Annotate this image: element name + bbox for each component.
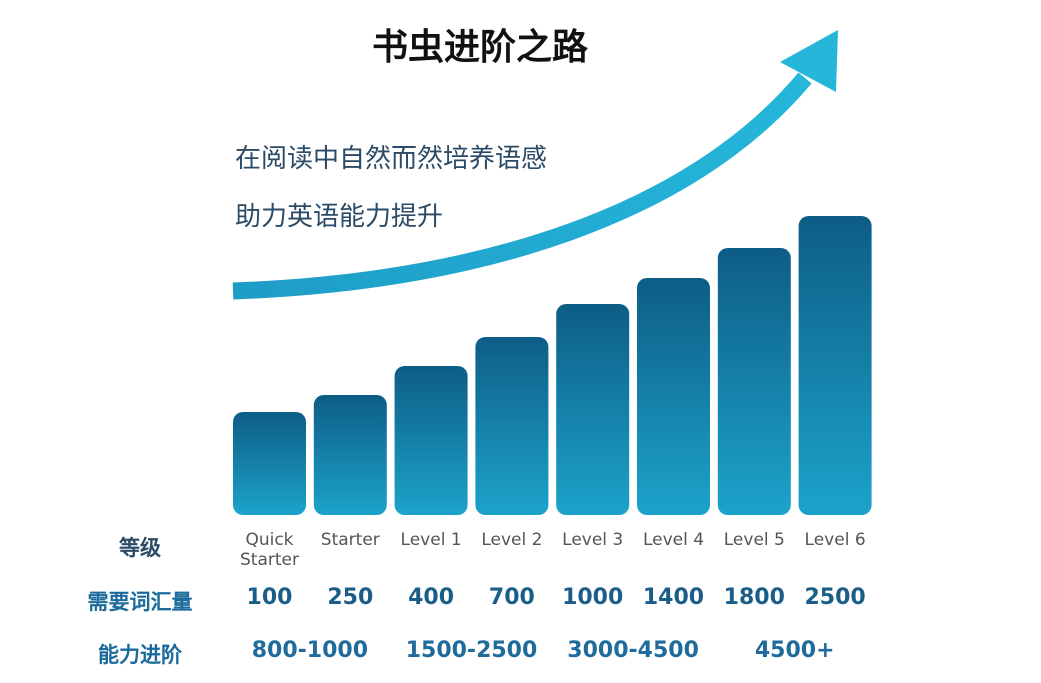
level-label: Level 1 <box>400 530 462 550</box>
level-bar <box>637 278 710 515</box>
vocabulary: 1000 <box>562 585 624 610</box>
title: 书虫进阶之路 <box>371 27 588 68</box>
level-bar <box>798 216 872 515</box>
row-label: 能力进阶 <box>98 643 182 667</box>
vocabulary: 700 <box>488 585 535 610</box>
vocabulary: 100 <box>246 585 293 610</box>
vocabulary: 2500 <box>804 585 866 610</box>
level-bar <box>556 304 630 515</box>
growth-arrow <box>232 72 812 300</box>
level-label: Level 6 <box>804 530 866 550</box>
level-bar <box>313 395 387 515</box>
level-label: Quick Starter <box>240 530 299 570</box>
arrow-head <box>780 30 838 92</box>
level-bar <box>717 248 791 515</box>
level-bar <box>233 412 306 515</box>
level-bar <box>475 337 549 515</box>
subtitle: 在阅读中自然而然培养语感 <box>235 144 548 174</box>
vocabulary: 250 <box>327 585 374 610</box>
vocabulary: 400 <box>408 585 455 610</box>
subtitle: 助力英语能力提升 <box>235 202 444 232</box>
level-label: Starter <box>320 530 380 550</box>
vocabulary: 1400 <box>642 585 705 610</box>
level-bar <box>394 366 468 515</box>
ability-range: 1500-2500 <box>405 638 538 663</box>
vocabulary: 1800 <box>723 585 785 610</box>
level-label: Level 4 <box>642 530 705 550</box>
level-label: Level 3 <box>562 530 624 550</box>
ability-range: 3000-4500 <box>567 638 699 663</box>
level-label: Level 2 <box>481 530 543 550</box>
ability-range: 4500+ <box>754 638 835 663</box>
bars <box>233 216 872 515</box>
row-label: 等级 <box>119 536 161 560</box>
ability-range: 800-1000 <box>251 638 369 663</box>
row-label: 需要词汇量 <box>87 590 193 614</box>
level-label: Level 5 <box>723 530 785 550</box>
